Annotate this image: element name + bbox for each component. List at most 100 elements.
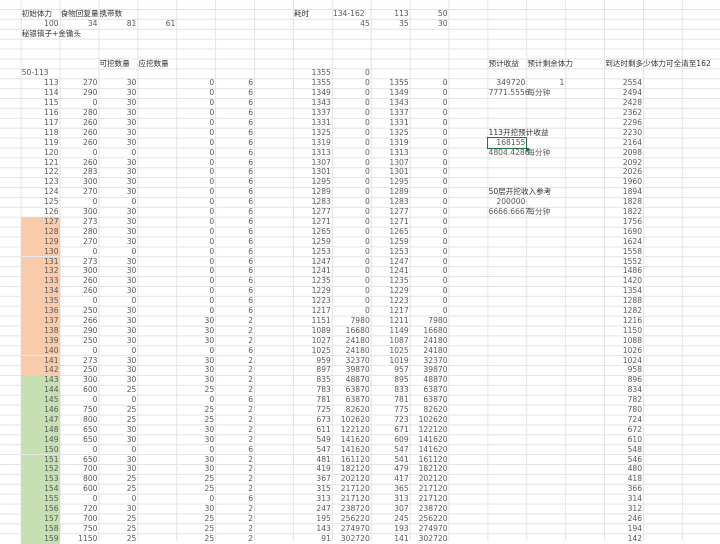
- data-cell[interactable]: 270: [82, 236, 98, 246]
- level-cell[interactable]: 138: [20, 325, 60, 336]
- data-cell[interactable]: 25: [126, 513, 137, 523]
- level-cell[interactable]: 129: [20, 236, 60, 247]
- data-cell[interactable]: 6: [248, 78, 254, 88]
- level-cell[interactable]: 122: [44, 167, 59, 177]
- level-cell[interactable]: 113: [44, 78, 59, 88]
- level-cell[interactable]: 128: [20, 226, 60, 237]
- start113-rate[interactable]: 4804.4286: [488, 147, 530, 157]
- data-cell[interactable]: 0: [209, 177, 215, 187]
- data-cell[interactable]: 419: [316, 464, 331, 474]
- level-cell[interactable]: 114: [44, 88, 59, 98]
- data-cell[interactable]: 1301: [311, 167, 331, 177]
- data-cell[interactable]: 260: [82, 117, 98, 127]
- data-cell[interactable]: 290: [82, 88, 98, 98]
- data-cell[interactable]: 0: [442, 207, 448, 216]
- data-cell[interactable]: 0: [364, 226, 370, 236]
- data-cell[interactable]: 30: [126, 276, 137, 286]
- value-cell[interactable]: 100: [44, 18, 59, 28]
- data-cell[interactable]: 1229: [311, 286, 331, 296]
- time-header-50[interactable]: 50: [437, 9, 448, 18]
- data-cell[interactable]: 274970: [340, 523, 370, 533]
- data-cell[interactable]: 63870: [423, 395, 448, 405]
- data-cell[interactable]: 6: [248, 276, 254, 286]
- level-cell[interactable]: 157: [20, 513, 60, 524]
- data-cell[interactable]: 2098: [622, 147, 643, 157]
- level-cell[interactable]: 145: [20, 395, 60, 405]
- level-cell[interactable]: 159: [20, 533, 60, 544]
- data-cell[interactable]: 30: [126, 335, 137, 345]
- data-cell[interactable]: 0: [209, 236, 215, 246]
- data-cell[interactable]: 782: [627, 395, 643, 405]
- data-cell[interactable]: 418: [627, 474, 643, 484]
- data-cell[interactable]: 0: [364, 256, 370, 266]
- data-cell[interactable]: 0: [442, 88, 448, 98]
- data-cell[interactable]: 0: [364, 117, 370, 127]
- data-cell[interactable]: 0: [209, 266, 215, 276]
- data-cell[interactable]: 1223: [389, 296, 409, 306]
- tool-label[interactable]: 秘银镐子+金锄头: [21, 28, 82, 38]
- data-cell[interactable]: 1325: [311, 127, 331, 137]
- data-cell[interactable]: 0: [209, 157, 215, 167]
- data-cell[interactable]: 2: [248, 504, 254, 513]
- data-cell[interactable]: 1271: [311, 216, 331, 226]
- data-cell[interactable]: 30: [204, 424, 215, 434]
- data-cell[interactable]: 2: [248, 533, 254, 543]
- level-cell[interactable]: 132: [20, 266, 60, 277]
- data-cell[interactable]: 102620: [418, 414, 448, 424]
- data-cell[interactable]: 48870: [423, 375, 448, 385]
- data-cell[interactable]: 600: [82, 484, 98, 494]
- stamina-flag[interactable]: 1: [559, 78, 565, 88]
- data-cell[interactable]: 30: [126, 325, 137, 335]
- data-cell[interactable]: 1259: [311, 236, 331, 246]
- data-cell[interactable]: 270: [82, 187, 98, 197]
- data-cell[interactable]: 1259: [389, 236, 409, 246]
- data-cell[interactable]: 6: [248, 187, 254, 197]
- data-cell[interactable]: 63870: [423, 385, 448, 395]
- data-cell[interactable]: 0: [442, 78, 448, 88]
- data-cell[interactable]: 6: [248, 395, 254, 405]
- data-cell[interactable]: 1307: [311, 157, 331, 167]
- data-cell[interactable]: 0: [92, 296, 98, 306]
- data-cell[interactable]: 30: [126, 464, 137, 474]
- data-cell[interactable]: 82620: [423, 405, 448, 414]
- data-cell[interactable]: 700: [82, 513, 98, 523]
- data-cell[interactable]: 800: [82, 474, 98, 484]
- data-cell[interactable]: 541: [394, 454, 409, 464]
- data-cell[interactable]: 1486: [622, 266, 643, 276]
- data-cell[interactable]: 142: [627, 533, 643, 543]
- data-cell[interactable]: 1150: [622, 325, 643, 335]
- data-cell[interactable]: 0: [442, 197, 448, 207]
- data-cell[interactable]: 1253: [311, 246, 331, 256]
- data-cell[interactable]: 1295: [311, 177, 331, 187]
- data-cell[interactable]: 0: [442, 246, 448, 256]
- data-cell[interactable]: 315: [316, 484, 331, 494]
- data-cell[interactable]: 48870: [345, 375, 370, 385]
- data-cell[interactable]: 0: [209, 216, 215, 226]
- data-cell[interactable]: 610: [627, 434, 643, 444]
- data-cell[interactable]: 30: [126, 78, 137, 88]
- data-cell[interactable]: 1822: [622, 207, 643, 216]
- level-cell[interactable]: 140: [20, 345, 60, 356]
- data-cell[interactable]: 63870: [345, 385, 370, 395]
- data-cell[interactable]: 1241: [311, 266, 331, 276]
- data-cell[interactable]: 0: [209, 395, 215, 405]
- data-cell[interactable]: 2: [248, 375, 254, 385]
- time-value-cell[interactable]: 30: [437, 18, 448, 28]
- data-cell[interactable]: 2362: [622, 108, 643, 117]
- data-cell[interactable]: 273: [82, 256, 98, 266]
- data-cell[interactable]: 6: [248, 167, 254, 177]
- data-cell[interactable]: 302720: [418, 533, 448, 543]
- data-cell[interactable]: 161120: [418, 454, 448, 464]
- data-cell[interactable]: 30: [126, 454, 137, 464]
- data-cell[interactable]: 0: [209, 137, 215, 147]
- data-cell[interactable]: 6: [248, 197, 254, 207]
- data-cell[interactable]: 6: [248, 286, 254, 296]
- data-cell[interactable]: 2: [248, 424, 254, 434]
- data-cell[interactable]: 549: [316, 434, 331, 444]
- time-value-cell[interactable]: 35: [399, 18, 409, 28]
- level-cell[interactable]: 153: [20, 474, 60, 485]
- level-cell[interactable]: 147: [20, 414, 60, 425]
- data-cell[interactable]: 161120: [340, 454, 370, 464]
- data-cell[interactable]: 30: [204, 315, 215, 325]
- range-stamina[interactable]: 1355: [311, 68, 331, 78]
